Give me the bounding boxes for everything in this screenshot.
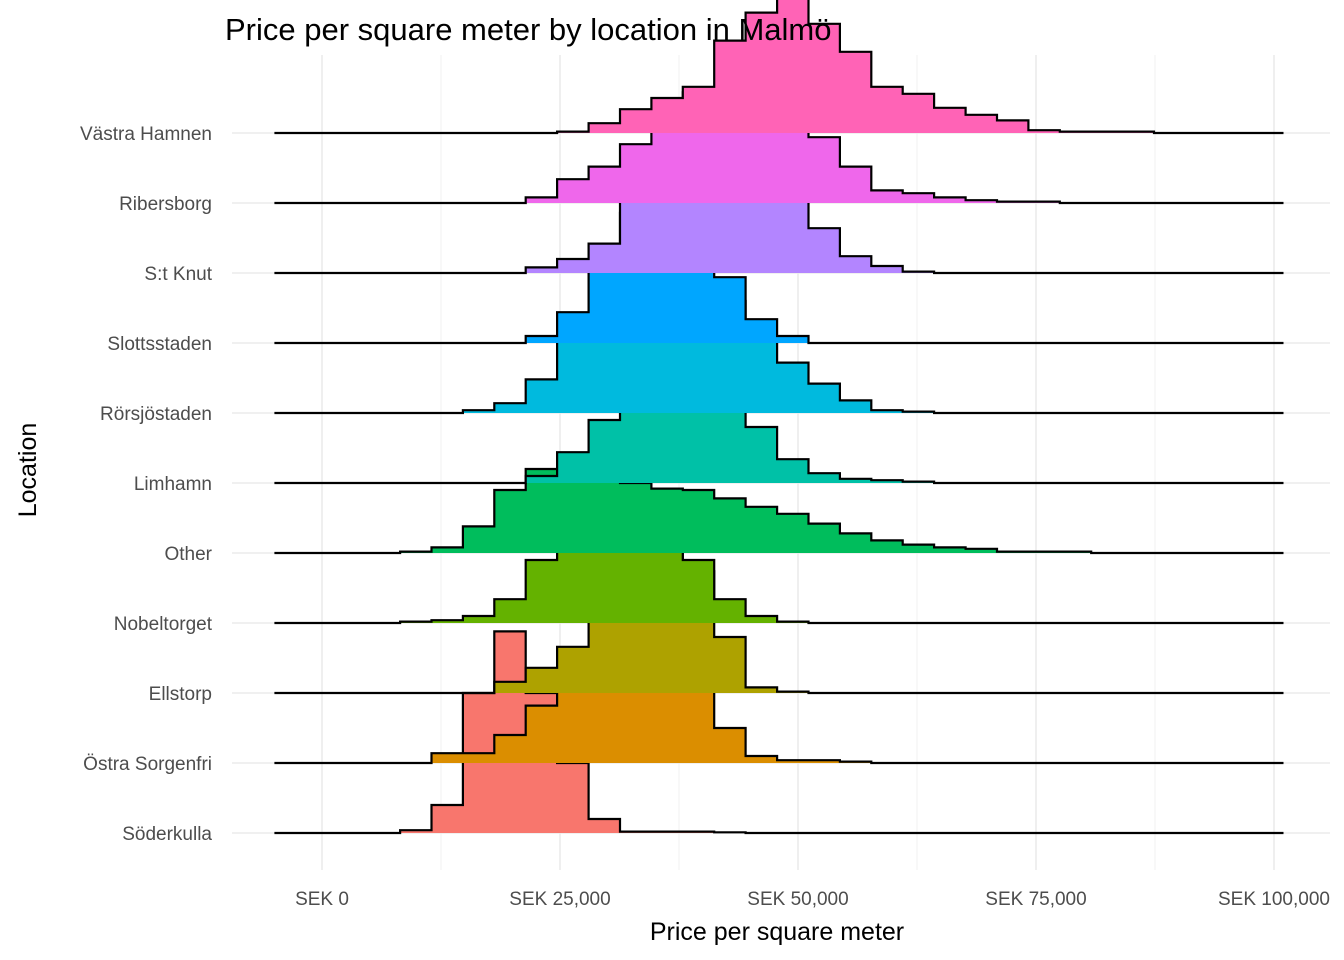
ridge-other: [274, 465, 1284, 555]
ridge-fill: [274, 92, 1284, 203]
chart-title: Price per square meter by location in Ma…: [225, 12, 831, 47]
ridge-ellstorp: [274, 467, 1284, 695]
ridge-nobeltorget: [274, 458, 1284, 625]
y-tick-label: Other: [164, 544, 212, 565]
ridge-v-stra-hamnen: [274, 0, 1284, 135]
ridge-outline: [274, 0, 1284, 135]
ridge-fill: [274, 571, 1284, 763]
x-tick-label: SEK 100,000: [1218, 889, 1330, 910]
ridge-outline: [274, 570, 1284, 765]
y-tick-label: Östra Sorgenfri: [83, 754, 212, 775]
y-tick-label: Nobeltorget: [114, 614, 213, 635]
x-tick-label: SEK 50,000: [747, 889, 848, 910]
x-tick-label: SEK 25,000: [509, 889, 610, 910]
ridge-series: [274, 0, 1284, 835]
ridge-fill: [274, 631, 1284, 833]
y-axis-title: Location: [14, 423, 42, 518]
ridge-fill: [274, 287, 1284, 413]
ridge-slottsstaden: [274, 211, 1284, 345]
x-tick-label: SEK 0: [295, 889, 349, 910]
x-tick-labels: SEK 0 SEK 25,000 SEK 50,000 SEK 75,000 SEK 1…: [295, 889, 1330, 910]
ridge-fill: [274, 0, 1284, 133]
ridge-outline: [274, 211, 1284, 345]
y-tick-label: Limhamn: [134, 474, 212, 495]
ridge-outline: [274, 339, 1284, 485]
ridge-outline: [274, 630, 1284, 835]
ridge-outline: [274, 458, 1284, 625]
y-tick-label: Västra Hamnen: [80, 124, 212, 145]
x-axis-title: Price per square meter: [650, 918, 904, 946]
y-tick-label: Söderkulla: [122, 824, 212, 845]
y-tick-label: Slottsstaden: [107, 334, 212, 355]
ridge-r-rsj-staden: [274, 285, 1284, 415]
x-tick-label: SEK 75,000: [985, 889, 1086, 910]
ridge-limhamn: [274, 339, 1284, 485]
y-tick-label: S:t Knut: [144, 264, 212, 285]
ridge-outline: [274, 467, 1284, 695]
y-tick-label: Ellstorp: [149, 684, 212, 705]
ridge-outline: [274, 465, 1284, 555]
y-tick-labels: Söderkulla Östra Sorgenfri Ellstorp Nobelto…: [80, 124, 213, 845]
ridge-fill: [274, 469, 1284, 693]
ridge--stra-sorgenfri: [274, 570, 1284, 765]
y-tick-label: Rörsjöstaden: [100, 404, 212, 425]
y-tick-label: Ribersborg: [119, 194, 212, 215]
ridge-s-derkulla: [274, 630, 1284, 835]
